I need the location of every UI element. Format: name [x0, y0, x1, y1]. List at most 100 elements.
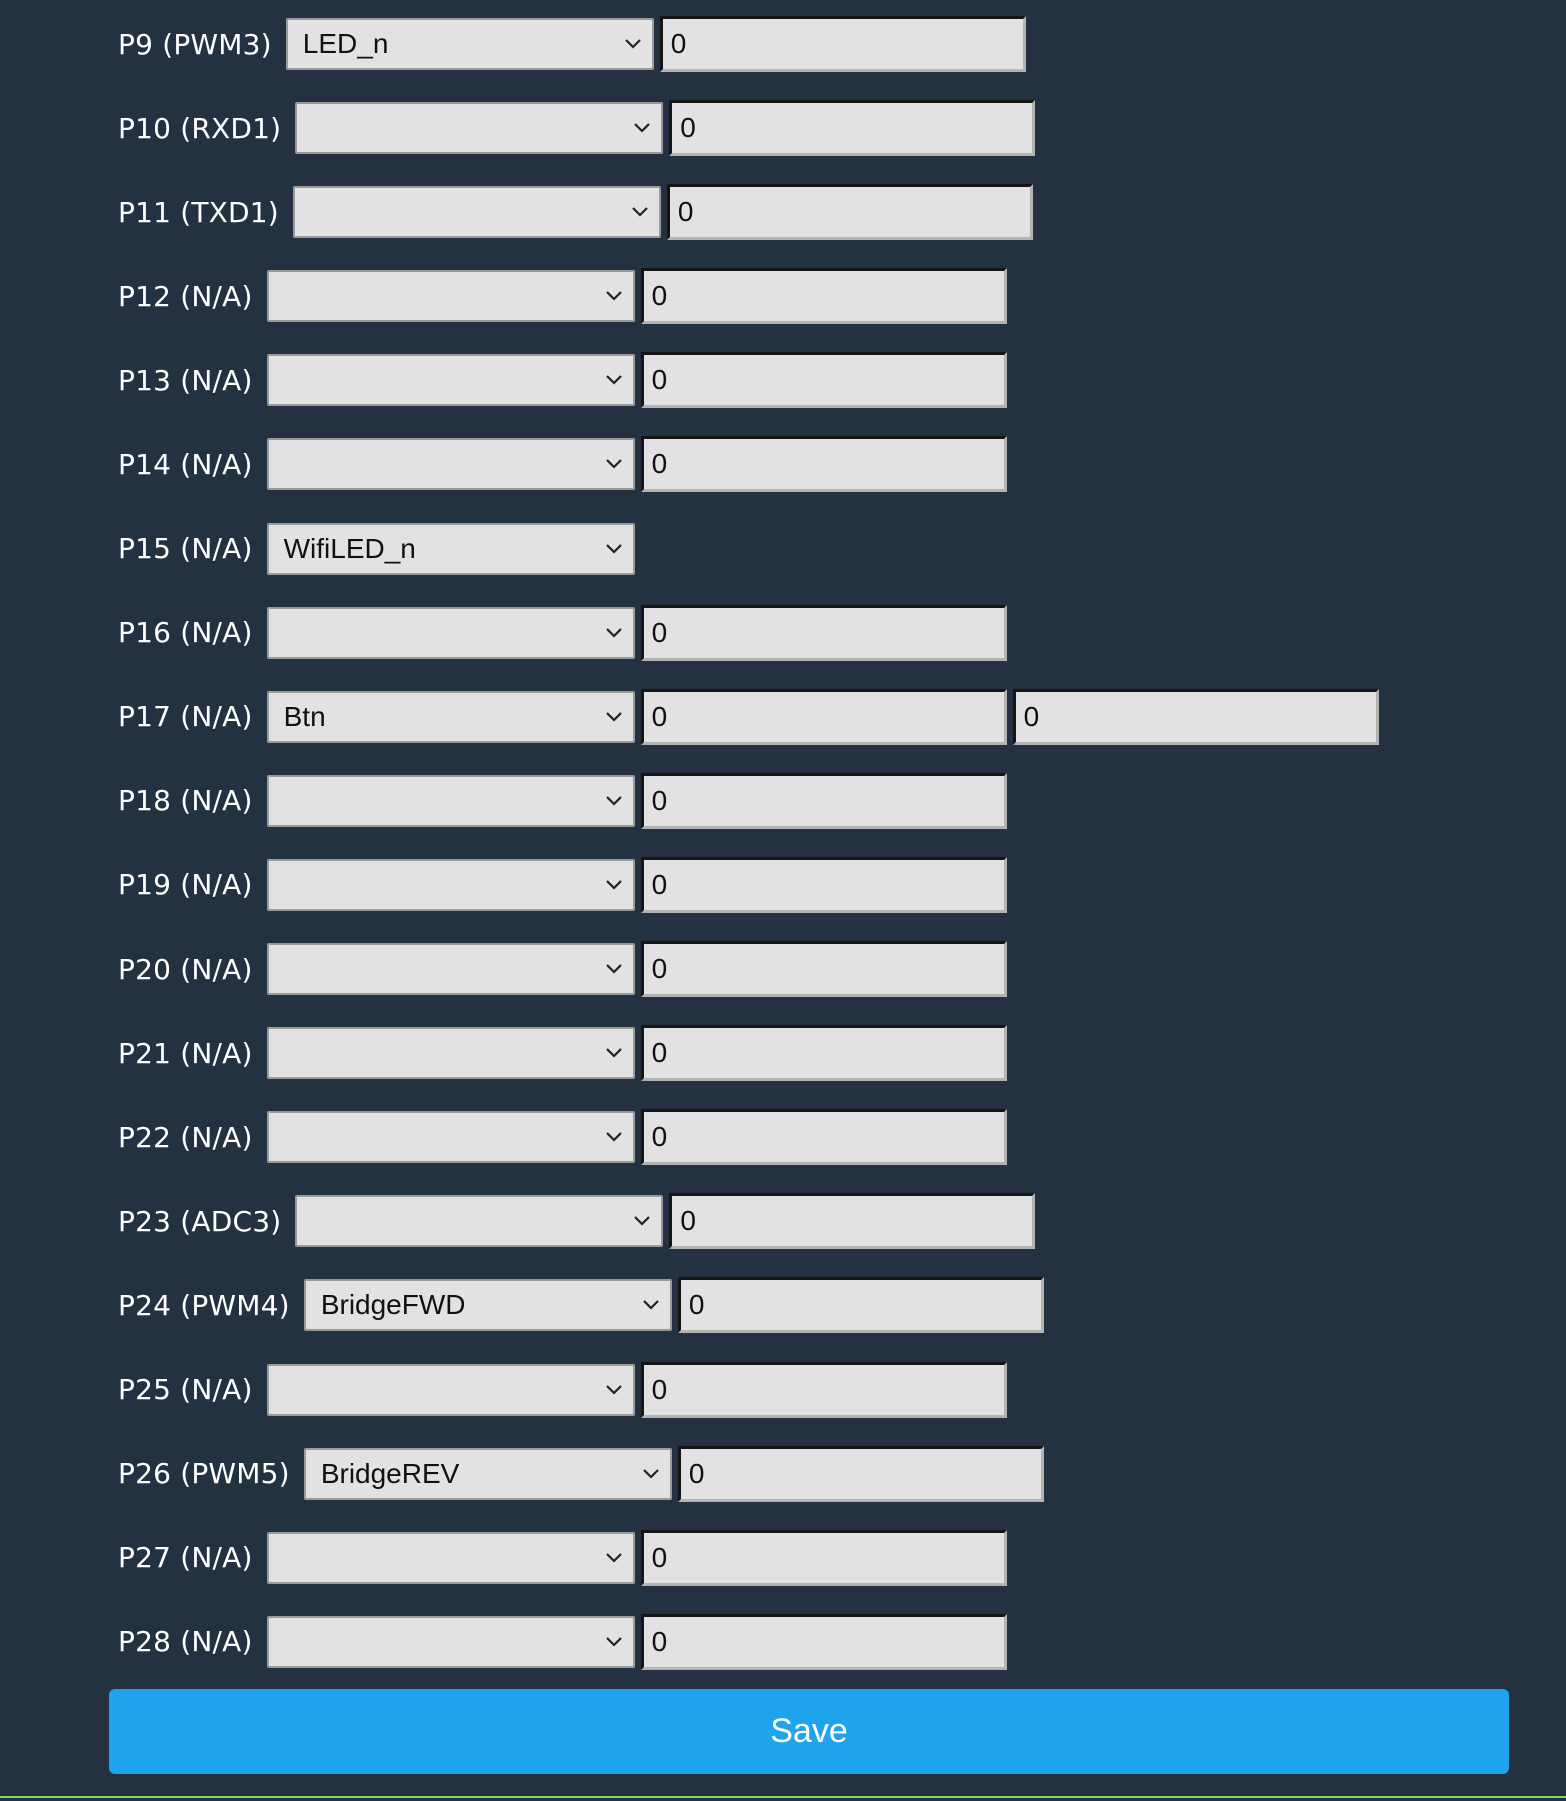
pin-label: P10 (RXD1): [118, 111, 282, 145]
pin-label: P16 (N/A): [118, 616, 253, 650]
pin-value-input[interactable]: [640, 1529, 1007, 1586]
pin-value-input[interactable]: [669, 100, 1036, 157]
pin-role-select[interactable]: [295, 1195, 664, 1248]
pin-row: P26 (PWM5) BridgeREV: [118, 1445, 1518, 1502]
pin-role-select[interactable]: [266, 354, 635, 407]
pin-value-input[interactable]: [640, 604, 1007, 661]
pin-value-input[interactable]: [640, 856, 1007, 913]
chevron-down-icon[interactable]: [605, 711, 623, 723]
pin-role-select[interactable]: WifiLED_n: [266, 522, 635, 575]
chevron-down-icon[interactable]: [605, 1131, 623, 1143]
pin-value-input[interactable]: [640, 1361, 1007, 1418]
pin-label: P22 (N/A): [118, 1120, 253, 1154]
pin-role-select[interactable]: [266, 270, 635, 323]
pin-role-select[interactable]: [266, 1111, 635, 1164]
chevron-down-icon[interactable]: [605, 1552, 623, 1564]
chevron-down-icon[interactable]: [605, 1636, 623, 1648]
pin-role-select[interactable]: [266, 1363, 635, 1416]
pin-role-select[interactable]: LED_n: [285, 18, 654, 70]
pin-label: P13 (N/A): [118, 363, 253, 397]
pin-value-input[interactable]: [669, 1193, 1036, 1250]
pin-label: P15 (N/A): [118, 532, 253, 566]
chevron-down-icon[interactable]: [624, 38, 642, 50]
save-button[interactable]: Save: [109, 1689, 1509, 1774]
pin-row: P17 (N/A) Btn: [118, 688, 1518, 745]
pin-role-value: BridgeREV: [320, 1457, 460, 1489]
chevron-down-icon[interactable]: [605, 1047, 623, 1059]
pin-value-input[interactable]: [640, 436, 1007, 493]
pin-row: P12 (N/A): [118, 268, 1518, 325]
pin-value-input[interactable]: [640, 1109, 1007, 1166]
pin-role-select[interactable]: [266, 606, 635, 659]
pin-role-value: LED_n: [302, 28, 389, 59]
pin-label: P25 (N/A): [118, 1373, 253, 1406]
chevron-down-icon[interactable]: [605, 963, 623, 975]
pin-row: P10 (RXD1): [118, 100, 1518, 157]
pin-row: P23 (ADC3): [118, 1193, 1518, 1250]
pin-row: P21 (N/A): [118, 1025, 1518, 1082]
chevron-down-icon[interactable]: [605, 543, 623, 555]
pin-value-input[interactable]: [640, 1613, 1007, 1670]
pin-value-input[interactable]: [640, 268, 1007, 325]
chevron-down-icon[interactable]: [642, 1468, 660, 1480]
pin-label: P18 (N/A): [118, 784, 253, 818]
pin-value-input[interactable]: [640, 352, 1007, 409]
pin-role-select[interactable]: Btn: [266, 690, 635, 743]
pin-label: P20 (N/A): [118, 952, 253, 986]
pin-label: P23 (ADC3): [118, 1204, 282, 1238]
pin-row: P11 (TXD1): [118, 184, 1518, 241]
pin-label: P24 (PWM4): [118, 1288, 290, 1322]
chevron-down-icon[interactable]: [605, 458, 623, 470]
pin-role-select[interactable]: [266, 858, 635, 911]
pin-row: P24 (PWM4) BridgeFWD: [118, 1277, 1518, 1334]
pin-role-value: WifiLED_n: [283, 532, 416, 564]
pin-value-input[interactable]: [640, 688, 1007, 745]
chevron-down-icon[interactable]: [605, 795, 623, 807]
pin-label: P27 (N/A): [118, 1541, 253, 1575]
pin-row: P14 (N/A): [118, 436, 1518, 493]
pin-value-input-2[interactable]: [1012, 688, 1379, 745]
chevron-down-icon[interactable]: [605, 627, 623, 639]
pin-role-select[interactable]: BridgeFWD: [303, 1279, 672, 1332]
pin-role-select[interactable]: [266, 1531, 635, 1584]
pin-label: P14 (N/A): [118, 447, 253, 481]
pin-value-input[interactable]: [640, 1025, 1007, 1082]
pin-role-select[interactable]: [292, 186, 661, 239]
pin-label: P21 (N/A): [118, 1036, 253, 1070]
chevron-down-icon[interactable]: [605, 879, 623, 891]
chevron-down-icon[interactable]: [605, 290, 623, 302]
pin-row: P27 (N/A): [118, 1529, 1518, 1586]
pin-role-select[interactable]: BridgeREV: [303, 1447, 672, 1500]
pin-role-select[interactable]: [266, 774, 635, 827]
pin-config-list: P9 (PWM3) LED_n P10 (RXD1) P11 (TXD1) P12 (N…: [118, 16, 1518, 1700]
chevron-down-icon[interactable]: [633, 1215, 651, 1227]
pin-value-input[interactable]: [640, 941, 1007, 998]
pin-role-select[interactable]: [266, 943, 635, 996]
pin-row: P16 (N/A): [118, 604, 1518, 661]
pin-value-input[interactable]: [666, 184, 1033, 241]
pin-label: P9 (PWM3): [118, 27, 272, 61]
pin-value-input[interactable]: [640, 772, 1007, 829]
pin-value-input[interactable]: [677, 1277, 1044, 1334]
chevron-down-icon[interactable]: [642, 1299, 660, 1311]
chevron-down-icon[interactable]: [605, 374, 623, 386]
pin-role-select[interactable]: [266, 1027, 635, 1080]
pin-label: P26 (PWM5): [118, 1457, 290, 1491]
chevron-down-icon[interactable]: [631, 206, 649, 218]
chevron-down-icon[interactable]: [633, 122, 651, 134]
pin-role-select[interactable]: [295, 102, 664, 155]
bottom-divider: [0, 1796, 1566, 1798]
pin-role-select[interactable]: [266, 1615, 635, 1668]
pin-row: P9 (PWM3) LED_n: [118, 16, 1518, 72]
pin-value-input[interactable]: [659, 16, 1026, 72]
pin-role-select[interactable]: [266, 438, 635, 491]
chevron-down-icon[interactable]: [605, 1384, 623, 1396]
pin-row: P18 (N/A): [118, 772, 1518, 829]
pin-value-input[interactable]: [677, 1445, 1044, 1502]
pin-label: P28 (N/A): [118, 1625, 253, 1659]
pin-role-value: Btn: [283, 700, 326, 732]
pin-row: P28 (N/A): [118, 1613, 1518, 1670]
pin-row: P13 (N/A): [118, 352, 1518, 409]
pin-label: P11 (TXD1): [118, 195, 279, 229]
pin-row: P25 (N/A): [118, 1361, 1518, 1418]
